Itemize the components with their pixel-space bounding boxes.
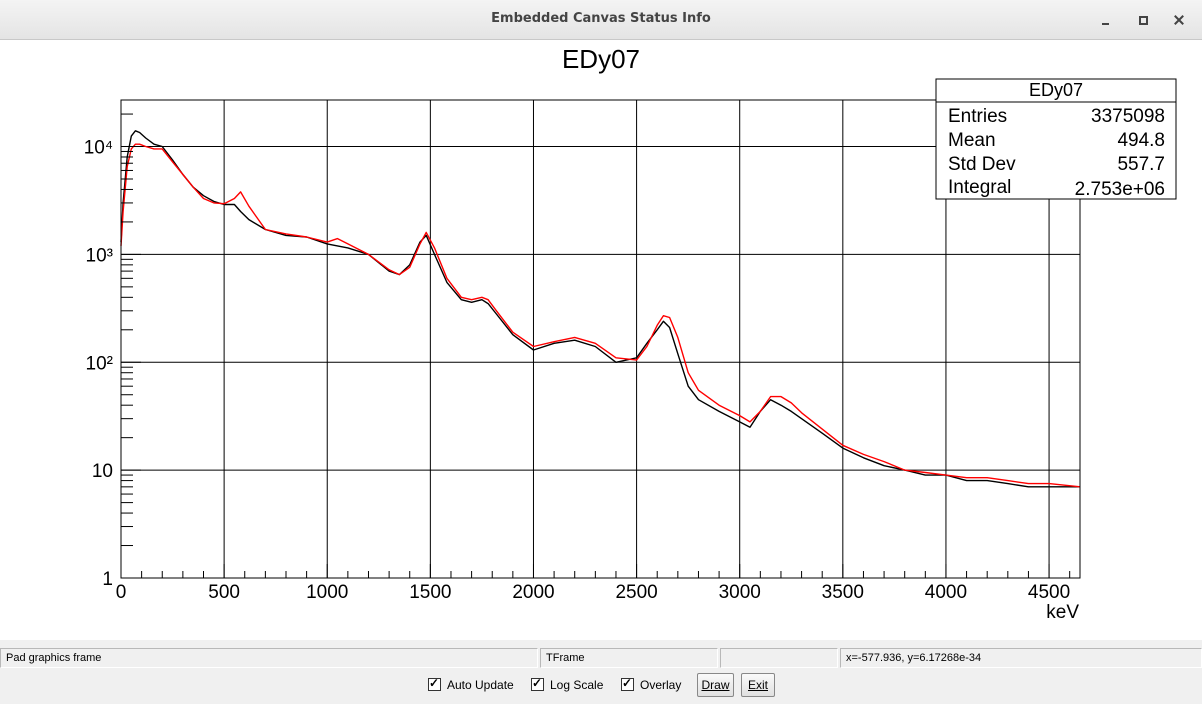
status-cell-object: Pad graphics frame bbox=[0, 648, 538, 668]
stats-box-frame bbox=[935, 78, 1177, 200]
x-tick-label: 500 bbox=[208, 582, 240, 603]
x-tick-label: 1000 bbox=[306, 582, 348, 603]
status-cell-class: TFrame bbox=[540, 648, 718, 668]
status-cell-empty bbox=[720, 648, 838, 668]
stats-stddev-value: 557.7 bbox=[1117, 154, 1165, 175]
exit-button[interactable]: Exit bbox=[741, 673, 775, 697]
minimize-icon[interactable] bbox=[1094, 8, 1118, 32]
y-tick-label: 10 bbox=[92, 461, 113, 482]
checkbox-checked-icon[interactable] bbox=[621, 676, 634, 691]
auto-update-label: Auto Update bbox=[447, 678, 514, 692]
checkbox-checked-icon[interactable] bbox=[428, 676, 441, 691]
stats-mean-label: Mean bbox=[948, 130, 996, 151]
status-cell-coordinates: x=-577.936, y=6.17268e-34 bbox=[840, 648, 1202, 668]
stats-entries-label: Entries bbox=[948, 106, 1007, 127]
y-tick-label: 10⁴ bbox=[84, 138, 113, 159]
series-red-line bbox=[120, 143, 1081, 488]
embedded-canvas[interactable]: 0 500 1000 1500 2000 2500 3000 3500 4000 4500 1 10 1… bbox=[0, 40, 1202, 640]
stats-integral-label: Integral bbox=[948, 177, 1011, 198]
x-tick-label: 0 bbox=[116, 582, 127, 603]
log-scale-label: Log Scale bbox=[550, 678, 604, 692]
x-tick-label: 1500 bbox=[409, 582, 451, 603]
status-bar: Pad graphics frame TFrame x=-577.936, y=… bbox=[0, 648, 1202, 668]
close-icon[interactable] bbox=[1167, 8, 1191, 32]
auto-update-checkbox[interactable]: Auto Update bbox=[428, 676, 514, 692]
stats-box[interactable]: EDy07 Entries 3375098 Mean 494.8 Std Dev… bbox=[935, 78, 1177, 200]
maximize-icon[interactable] bbox=[1131, 8, 1155, 32]
series-black-line bbox=[120, 130, 1080, 488]
bottom-controls: Auto Update Log Scale Overlay Draw Exit bbox=[0, 672, 1202, 700]
x-tick-label: 4500 bbox=[1028, 582, 1070, 603]
y-tick-label: 10² bbox=[86, 353, 113, 374]
overlay-checkbox[interactable]: Overlay bbox=[621, 676, 682, 692]
checkbox-checked-icon[interactable] bbox=[531, 676, 544, 691]
window-titlebar: Embedded Canvas Status Info bbox=[0, 0, 1202, 40]
x-axis-label: keV bbox=[1046, 602, 1079, 623]
x-tick-label: 3500 bbox=[822, 582, 864, 603]
x-tick-label: 3000 bbox=[719, 582, 761, 603]
x-tick-label: 2500 bbox=[615, 582, 657, 603]
stats-entries-value: 3375098 bbox=[1091, 106, 1165, 127]
y-tick-label: 1 bbox=[102, 569, 113, 590]
axis-tick-labels: 0 500 1000 1500 2000 2500 3000 3500 4000 4500 1 10 1… bbox=[84, 138, 1071, 603]
overlay-label: Overlay bbox=[640, 678, 682, 692]
x-tick-label: 2000 bbox=[512, 582, 554, 603]
stats-stddev-label: Std Dev bbox=[948, 154, 1016, 175]
axis-ticks bbox=[120, 113, 1071, 579]
histogram-plot[interactable]: 0 500 1000 1500 2000 2500 3000 3500 4000 4500 1 10 1… bbox=[0, 40, 1202, 640]
x-tick-label: 4000 bbox=[925, 582, 967, 603]
draw-button[interactable]: Draw bbox=[697, 673, 734, 697]
chart-title: EDy07 bbox=[562, 44, 640, 74]
series-layer bbox=[120, 130, 1081, 488]
plot-frame bbox=[120, 99, 1081, 579]
log-scale-checkbox[interactable]: Log Scale bbox=[531, 676, 604, 692]
stats-title: EDy07 bbox=[1029, 80, 1083, 100]
window-title: Embedded Canvas Status Info bbox=[491, 11, 711, 26]
y-tick-label: 10³ bbox=[86, 245, 113, 266]
stats-mean-value: 494.8 bbox=[1117, 130, 1165, 151]
plot-grid bbox=[121, 100, 1080, 578]
stats-integral-value: 2.753e+06 bbox=[1075, 179, 1165, 200]
